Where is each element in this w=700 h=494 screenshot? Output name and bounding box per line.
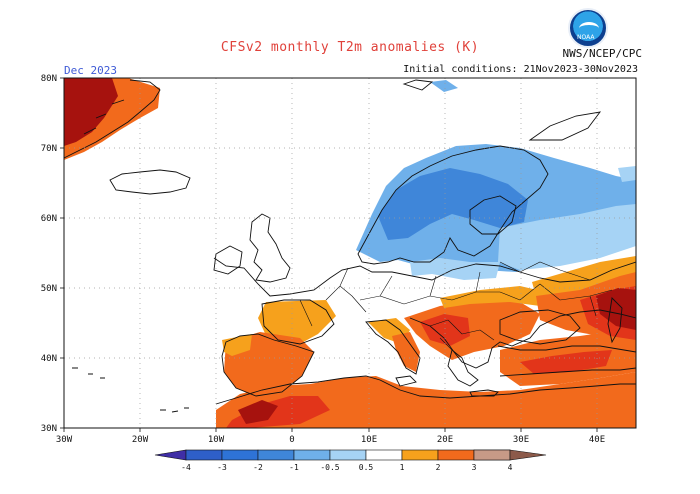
colorbar-arrow-left: [154, 449, 187, 461]
logo-bird-shape: [579, 22, 599, 35]
chart-title: CFSv2 monthly T2m anomalies (K): [220, 40, 480, 55]
balkans-warm: [404, 300, 540, 360]
lon-label-10w: 10W: [208, 435, 225, 445]
france-coast: [261, 299, 335, 345]
iceland-coast: [109, 169, 191, 195]
caspian-coast: [607, 297, 623, 344]
ireland-coast: [213, 245, 243, 275]
lon-label-0: 0: [289, 435, 294, 445]
gridlines: [64, 78, 636, 428]
canary-islands: [160, 407, 189, 413]
lon-label-20e: 20E: [437, 435, 453, 445]
cbar-label-neg4: -4: [181, 463, 191, 472]
colorbar-bin-8: [437, 449, 475, 461]
cbar-label-neg1: -1: [289, 463, 299, 472]
novaya-zemlya-coast: [528, 111, 602, 141]
cool-anomaly-shading: [356, 80, 636, 280]
colorbar: [154, 449, 547, 461]
colorbar-bin-4: [293, 449, 331, 461]
sicily-coast: [395, 375, 417, 387]
noaa-logo-icon: NOAA: [568, 8, 608, 48]
colorbar-bin-7: [401, 449, 439, 461]
cbar-label-neg3: -3: [217, 463, 227, 472]
coastlines: [63, 79, 637, 413]
border-lines-central: [403, 271, 541, 305]
map-frame: [63, 77, 637, 429]
cbar-label-pos2: 2: [436, 463, 441, 472]
logo-text: NOAA: [577, 34, 595, 41]
greenland-coast: [63, 79, 161, 159]
lon-label-10e: 10E: [361, 435, 377, 445]
lon-label-30w: 30W: [56, 435, 73, 445]
iberia-warm-light: [222, 334, 252, 356]
balkans-warm-core: [420, 314, 470, 346]
turkey-warm-core: [520, 350, 612, 374]
greece-coast: [447, 349, 479, 387]
country-borders: [299, 261, 613, 351]
cbar-label-pos3: 3: [472, 463, 477, 472]
lon-tick-labels: 30W 20W 10W 0 10E 20E 30E 40E: [56, 435, 605, 445]
arctic-cool-patch: [430, 80, 458, 92]
colorbar-bin-3: [257, 449, 295, 461]
lon-label-20w: 20W: [132, 435, 149, 445]
lat-label-80n: 80N: [41, 74, 57, 84]
colorbar-bin-5: [329, 449, 367, 461]
cbar-label-neg2: -2: [253, 463, 263, 472]
lat-label-70n: 70N: [41, 144, 57, 154]
cbar-label-pos05: 0.5: [359, 463, 374, 472]
azores-islands: [72, 367, 105, 379]
initial-conditions: Initial conditions: 21Nov2023-30Nov2023: [403, 64, 638, 75]
colorbar-bin-11: [473, 449, 511, 461]
britain-coast: [249, 213, 291, 283]
europe-coast: [213, 257, 637, 297]
border-lines-west: [299, 267, 405, 327]
colorbar-bin-2: [221, 449, 259, 461]
italy-coast: [365, 319, 421, 375]
forecast-month: Dec 2023: [64, 64, 117, 77]
lat-label-30n: 30N: [41, 424, 57, 434]
east-warm-extreme: [596, 288, 636, 330]
africa-coast: [215, 375, 636, 405]
warm-anomaly-shading: [64, 78, 636, 428]
lon-label-40e: 40E: [589, 435, 605, 445]
colorbar-bin-6: [365, 449, 403, 461]
scandinavia-coast: [357, 145, 549, 265]
morocco-warm-extreme: [238, 400, 278, 424]
russia-cool-light: [498, 204, 636, 270]
colorbar-labels: -4 -3 -2 -1 -0.5 0.5 1 2 3 4: [181, 463, 512, 472]
arctic-cool-patch-2: [618, 166, 636, 182]
cbar-label-neg05: -0.5: [320, 463, 339, 472]
balkans-coast: [409, 309, 637, 369]
svalbard-coast: [402, 79, 434, 91]
colorbar-bin-1: [185, 449, 223, 461]
lat-label-60n: 60N: [41, 214, 57, 224]
lon-label-30e: 30E: [513, 435, 529, 445]
lat-tick-labels: 80N 70N 60N 50N 40N 30N: [41, 74, 57, 434]
cbar-label-pos4: 4: [508, 463, 513, 472]
lat-label-50n: 50N: [41, 284, 57, 294]
colorbar-arrow-right: [509, 449, 547, 461]
crete-coast: [469, 389, 499, 397]
central-europe-warm-light: [440, 286, 546, 308]
border-lines-east: [499, 261, 613, 317]
greenland-warm-core: [64, 78, 118, 146]
iberia-coast: [221, 333, 315, 397]
lat-label-40n: 40N: [41, 354, 57, 364]
finland-coast: [469, 195, 517, 235]
cbar-label-pos1: 1: [400, 463, 405, 472]
tick-marks: [60, 77, 598, 432]
black-sea-coast: [499, 309, 581, 345]
agency-label: NWS/NCEP/CPC: [562, 47, 642, 60]
italy-warm: [392, 332, 420, 372]
turkey-coast: [497, 345, 637, 377]
france-warm-light: [258, 300, 336, 346]
border-lines-south: [429, 319, 495, 351]
scandinavia-cool-strong: [378, 168, 528, 240]
